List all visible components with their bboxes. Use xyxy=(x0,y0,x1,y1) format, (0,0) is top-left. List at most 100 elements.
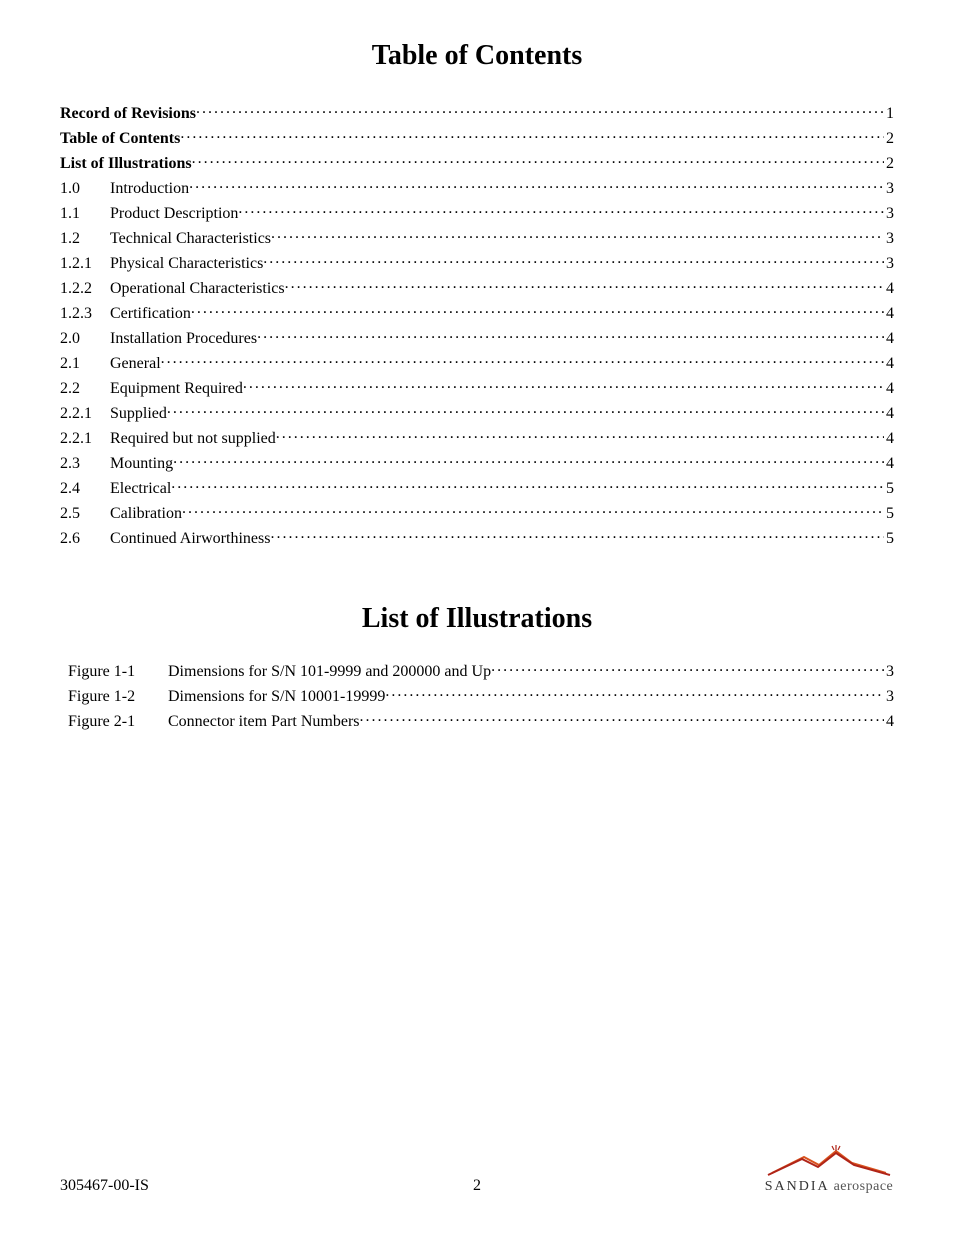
page-footer: 305467-00-IS 2 SANDIA aerospace xyxy=(60,1143,894,1195)
toc-leader-dots xyxy=(191,302,884,318)
lof-entry-number: Figure 1-1 xyxy=(68,663,168,681)
toc-leader-dots xyxy=(161,352,884,368)
lof-entry-label: Connector item Part Numbers xyxy=(168,713,360,731)
toc-leader-dots xyxy=(285,277,884,293)
logo-brand: SANDIA xyxy=(765,1179,830,1194)
doc-number: 305467-00-IS xyxy=(60,1177,149,1195)
toc-entry-number: 2.2.1 xyxy=(60,405,110,423)
toc-entry-label: Table of Contents xyxy=(60,130,180,148)
toc-leader-dots xyxy=(243,377,884,393)
toc-entry: 1.1Product Description 3 xyxy=(60,202,894,223)
toc-entry-page: 2 xyxy=(884,155,894,173)
lof-entry-page: 3 xyxy=(884,688,894,706)
toc-leader-dots xyxy=(167,402,884,418)
toc-entry-number: 1.2.3 xyxy=(60,305,110,323)
toc-entry-label: Physical Characteristics xyxy=(110,255,263,273)
toc-entry: 2.0Installation Procedures 4 xyxy=(60,327,894,348)
toc-entry-page: 3 xyxy=(884,205,894,223)
toc-entry-label: Electrical xyxy=(110,480,171,498)
lof-entry-number: Figure 2-1 xyxy=(68,713,168,731)
toc-entry-page: 4 xyxy=(884,430,894,448)
toc-entry-page: 1 xyxy=(884,105,894,123)
toc-entry: 1.2.1Physical Characteristics3 xyxy=(60,252,894,273)
toc-entry-page: 5 xyxy=(884,480,894,498)
toc-leader-dots xyxy=(182,502,884,518)
lof-entry-page: 3 xyxy=(884,663,894,681)
toc-list: Record of Revisions 1 Table of Contents 2 L… xyxy=(60,102,894,548)
toc-entry-label: General xyxy=(110,355,161,373)
lof-leader-dots xyxy=(491,660,884,676)
toc-entry: 2.3Mounting 4 xyxy=(60,452,894,473)
toc-entry-number: 1.2 xyxy=(60,230,110,248)
lof-list: Figure 1-1Dimensions for S/N 101-9999 an… xyxy=(60,660,894,731)
page-number: 2 xyxy=(473,1177,481,1195)
toc-leader-dots xyxy=(270,527,884,543)
toc-entry-label: Technical Characteristics xyxy=(110,230,271,248)
toc-entry: Table of Contents 2 xyxy=(60,127,894,148)
toc-entry: Record of Revisions 1 xyxy=(60,102,894,123)
toc-entry-label: Product Description xyxy=(110,205,238,223)
toc-entry-page: 4 xyxy=(884,305,894,323)
toc-entry-number: 2.2.1 xyxy=(60,430,110,448)
toc-entry-label: Required but not supplied xyxy=(110,430,276,448)
toc-entry-page: 4 xyxy=(884,330,894,348)
toc-entry: 2.5Calibration5 xyxy=(60,502,894,523)
toc-entry-number: 1.1 xyxy=(60,205,110,223)
lof-entry: Figure 1-1Dimensions for S/N 101-9999 an… xyxy=(60,660,894,681)
toc-heading: Table of Contents xyxy=(60,40,894,72)
toc-entry-label: Equipment Required xyxy=(110,380,243,398)
toc-leader-dots xyxy=(173,452,884,468)
lof-entry: Figure 2-1Connector item Part Numbers 4 xyxy=(60,710,894,731)
toc-entry-page: 4 xyxy=(884,405,894,423)
toc-entry-page: 5 xyxy=(884,530,894,548)
document-page: Table of Contents Record of Revisions 1 Ta… xyxy=(0,0,954,1235)
toc-entry-number: 2.2 xyxy=(60,380,110,398)
lof-heading: List of Illustrations xyxy=(60,603,894,635)
toc-leader-dots xyxy=(271,227,884,243)
toc-entry-number: 2.6 xyxy=(60,530,110,548)
lof-leader-dots xyxy=(385,685,884,701)
toc-entry: 2.2.1Supplied 4 xyxy=(60,402,894,423)
toc-entry-number: 1.2.1 xyxy=(60,255,110,273)
toc-leader-dots xyxy=(192,152,884,168)
toc-entry-number: 2.5 xyxy=(60,505,110,523)
toc-entry-page: 4 xyxy=(884,280,894,298)
toc-leader-dots xyxy=(171,477,884,493)
toc-entry-label: Operational Characteristics xyxy=(110,280,285,298)
toc-entry-label: Record of Revisions xyxy=(60,105,196,123)
toc-leader-dots xyxy=(180,127,884,143)
toc-entry-page: 4 xyxy=(884,355,894,373)
toc-leader-dots xyxy=(276,427,884,443)
lof-entry-label: Dimensions for S/N 101-9999 and 200000 a… xyxy=(168,663,491,681)
toc-entry: 1.2.3Certification 4 xyxy=(60,302,894,323)
toc-entry-page: 2 xyxy=(884,130,894,148)
toc-entry-number: 1.2.2 xyxy=(60,280,110,298)
toc-entry-number: 1.0 xyxy=(60,180,110,198)
toc-entry: 2.6Continued Airworthiness 5 xyxy=(60,527,894,548)
toc-entry-label: Certification xyxy=(110,305,191,323)
toc-leader-dots xyxy=(189,177,884,193)
toc-entry-label: Continued Airworthiness xyxy=(110,530,270,548)
lof-entry: Figure 1-2Dimensions for S/N 10001-19999… xyxy=(60,685,894,706)
toc-entry: 1.2Technical Characteristics 3 xyxy=(60,227,894,248)
lof-leader-dots xyxy=(360,710,884,726)
logo-text: SANDIA aerospace xyxy=(765,1179,894,1195)
toc-entry-page: 3 xyxy=(884,230,894,248)
lof-entry-label: Dimensions for S/N 10001-19999 xyxy=(168,688,385,706)
logo-suffix: aerospace xyxy=(830,1179,894,1194)
toc-leader-dots xyxy=(257,327,884,343)
toc-entry-page: 4 xyxy=(884,380,894,398)
toc-entry-label: Mounting xyxy=(110,455,173,473)
lof-entry-number: Figure 1-2 xyxy=(68,688,168,706)
toc-entry-label: Calibration xyxy=(110,505,182,523)
toc-entry-page: 4 xyxy=(884,455,894,473)
lof-entry-page: 4 xyxy=(884,713,894,731)
toc-entry-number: 2.1 xyxy=(60,355,110,373)
toc-entry-number: 2.0 xyxy=(60,330,110,348)
toc-leader-dots xyxy=(196,102,884,118)
toc-entry: 2.2Equipment Required 4 xyxy=(60,377,894,398)
toc-entry: 2.1General 4 xyxy=(60,352,894,373)
toc-entry-label: Supplied xyxy=(110,405,167,423)
toc-entry-label: Installation Procedures xyxy=(110,330,257,348)
toc-entry-label: List of Illustrations xyxy=(60,155,192,173)
